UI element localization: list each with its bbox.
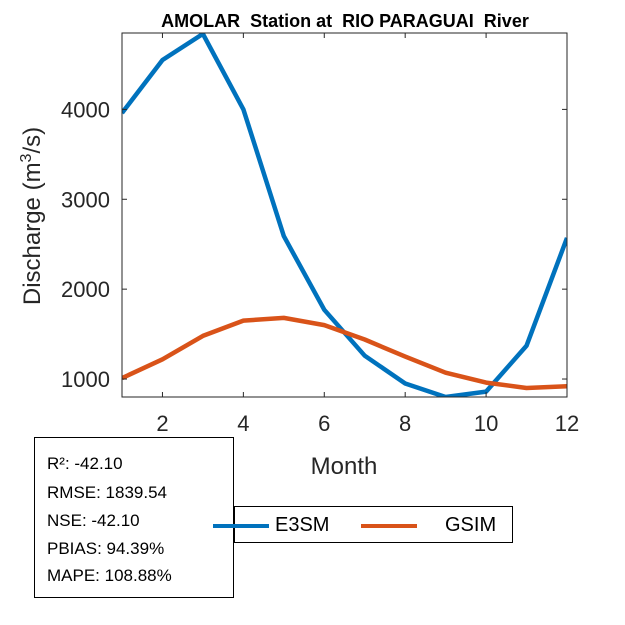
y-tick-label: 3000 [61,187,110,212]
x-tick-label: 4 [237,411,249,436]
x-axis-label: Month [311,453,378,480]
x-tick-label: 10 [474,411,498,436]
plot-frame [121,32,568,398]
stat-r-squared: R²: -42.10 [47,454,123,473]
y-tick-label: 4000 [61,97,110,122]
y-tick-label: 1000 [61,367,110,392]
y-axis-label-superscript: 3 [18,153,35,162]
y-axis-label-base: Discharge (m [19,162,46,305]
stat-mape: MAPE: 108.88% [47,566,172,585]
legend-swatch-gsim [361,524,417,528]
x-tick-label: 2 [156,411,168,436]
legend-label-e3sm: E3SM [275,514,330,536]
series-layer [122,33,567,397]
y-tick-label: 2000 [61,277,110,302]
x-tick-label: 6 [318,411,330,436]
legend-swatch-e3sm [213,524,269,528]
y-axis-label-tail: /s) [19,127,46,154]
y-axis-label: Discharge (m3/s) [18,127,46,305]
legend: E3SM GSIM [213,506,513,543]
chart-title: AMOLAR Station at RIO PARAGUAI River [161,11,529,31]
x-tick-label: 12 [555,411,579,436]
x-tick-label: 8 [399,411,411,436]
series-line-gsim [122,315,567,391]
tick-layer: 2 4 6 8 10 12 1000 2000 3000 4000 [61,33,579,436]
stat-nse: NSE: -42.10 [47,511,140,530]
stat-rmse: RMSE: 1839.54 [47,483,168,502]
statistics-box: R²: -42.10 RMSE: 1839.54 NSE: -42.10 PBI… [34,437,234,598]
stat-pbias: PBIAS: 94.39% [47,539,165,558]
legend-label-gsim: GSIM [445,514,497,536]
